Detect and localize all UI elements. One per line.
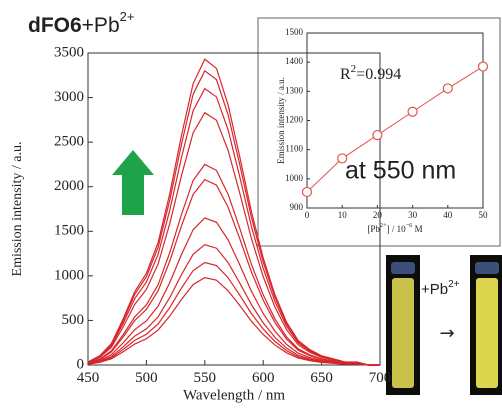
wavelength-note: at 550 nm	[345, 157, 456, 185]
x-axis-label: Wavelength / nm	[183, 387, 285, 403]
r-squared-sup: 2	[351, 63, 357, 75]
y-tick-label: 500	[62, 312, 85, 328]
data-point	[337, 153, 348, 164]
x-axis-label-part: ] / 10	[387, 224, 406, 234]
y-tick-label: 2500	[54, 134, 84, 150]
y-tick-label: 1500	[285, 27, 304, 37]
vial-photo-before	[386, 255, 420, 395]
photo-label-sup: 2+	[448, 279, 460, 290]
x-tick-label: 20	[373, 210, 383, 220]
y-tick-label: 3000	[54, 89, 84, 105]
y-tick-label: 1300	[285, 85, 304, 95]
x-tick-label: 450	[77, 370, 100, 386]
title-text: +Pb	[82, 14, 120, 37]
x-tick-label: 550	[194, 370, 217, 386]
x-tick-label: 700	[369, 370, 392, 386]
y-tick-label: 1000	[54, 267, 84, 283]
arrow-up	[112, 150, 154, 215]
series-line	[87, 58, 380, 366]
y-axis-label: Emission intensity / a.u.	[276, 77, 286, 164]
photo-label-text: +Pb	[421, 281, 448, 298]
vial-photo-after	[470, 255, 502, 395]
x-tick-label: 500	[135, 370, 158, 386]
x-tick-label: 650	[310, 370, 333, 386]
vial-liquid	[476, 278, 498, 388]
x-axis-label: [Pb2+] / 10−6 M	[367, 222, 422, 234]
series-line	[306, 66, 484, 193]
photo-label: +Pb2+	[421, 279, 460, 298]
vial-cap	[475, 262, 499, 274]
x-tick-label: 0	[305, 210, 310, 220]
x-axis-label-part: M	[412, 224, 422, 234]
y-tick-label: 1500	[54, 223, 84, 239]
x-tick-label: 600	[252, 370, 275, 386]
x-axis-label-part: 2+	[380, 222, 387, 229]
y-tick-label: 3500	[54, 44, 84, 60]
series-line	[87, 217, 380, 366]
series-line	[87, 163, 380, 366]
y-tick-label: 1200	[285, 115, 304, 125]
x-tick-label: 50	[479, 210, 489, 220]
vial-liquid	[392, 278, 414, 388]
x-tick-label: 10	[338, 210, 348, 220]
data-point	[477, 61, 489, 72]
plot-frame	[87, 52, 381, 366]
x-axis-label-part: −6	[406, 222, 413, 229]
y-tick-label: 1400	[285, 56, 304, 66]
photo-arrow: →	[439, 323, 454, 344]
y-axis-label: Emission intensity / a.u.	[10, 142, 25, 277]
y-tick-label: 1100	[285, 144, 303, 154]
y-tick-label: 900	[290, 202, 304, 212]
y-tick-label: 1000	[285, 173, 304, 183]
r-squared-value: =0.994	[356, 66, 401, 83]
vial-cap	[391, 262, 415, 274]
data-point	[372, 129, 383, 141]
x-tick-label: 30	[408, 210, 418, 220]
series-line	[87, 261, 380, 366]
title-bold: dFO6	[28, 14, 82, 37]
data-point	[301, 186, 313, 198]
y-tick-label: 0	[77, 356, 85, 372]
r-squared-r: R	[340, 66, 351, 83]
x-axis-label-part: [Pb	[367, 224, 380, 234]
y-tick-label: 2000	[54, 178, 84, 194]
chart-title: dFO6+Pb2+	[28, 9, 134, 36]
data-point	[442, 83, 453, 94]
title-sup: 2+	[120, 9, 135, 24]
r-squared: R2=0.994	[340, 63, 401, 83]
x-tick-label: 40	[443, 210, 453, 220]
data-point	[407, 106, 418, 117]
